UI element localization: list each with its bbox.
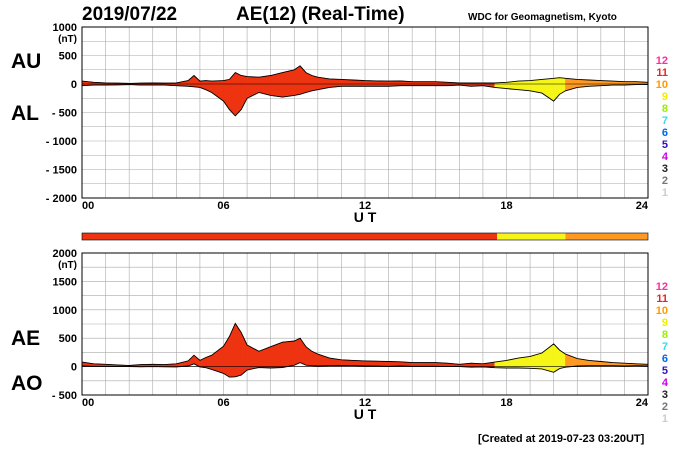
x-axis-label: U T: [354, 406, 377, 422]
ao-label: AO: [11, 372, 43, 395]
data-band: [258, 75, 271, 96]
y-tick-label: 500: [59, 333, 77, 345]
data-band: [423, 362, 436, 367]
station-count-label: 9: [662, 91, 668, 103]
station-count-label: 7: [662, 115, 668, 127]
ae-label: AE: [11, 327, 41, 350]
series-line-ao: [81, 362, 649, 378]
station-count-label: 11: [656, 293, 668, 305]
y-tick-label: 1500: [53, 276, 77, 288]
x-tick-label: 24: [636, 397, 649, 409]
x-tick-label: 18: [500, 200, 512, 212]
unit-label: (nT): [58, 260, 77, 271]
station-count-label: 3: [662, 389, 668, 401]
x-tick-label: 12: [359, 200, 371, 212]
series-line-al: [81, 84, 648, 117]
y-tick-label: - 1000: [46, 136, 77, 148]
data-band: [294, 65, 301, 96]
y-tick-label: 0: [71, 79, 77, 91]
x-tick-label: 06: [217, 397, 229, 409]
data-band: [223, 335, 230, 378]
y-tick-label: 1000: [53, 22, 77, 34]
station-count-label: 6: [662, 353, 668, 365]
station-count-label: 7: [662, 341, 668, 353]
data-band: [270, 72, 283, 98]
station-count-label: 10: [656, 79, 668, 91]
data-band: [541, 78, 554, 102]
station-count-label: 3: [662, 163, 668, 175]
station-count-label: 6: [662, 127, 668, 139]
status-bar-frame: [81, 232, 649, 241]
station-count-label: 4: [662, 377, 669, 389]
chart-title: AE(12) (Real-Time): [236, 4, 405, 25]
station-count-label: 4: [662, 151, 669, 163]
data-band: [258, 346, 271, 369]
station-count-label: 1: [662, 187, 668, 199]
data-band: [305, 72, 313, 93]
data-band: [246, 344, 260, 371]
source-label: WDC for Geomagnetism, Kyoto: [468, 12, 617, 23]
x-tick-label: 24: [636, 200, 649, 212]
x-tick-label: 18: [500, 397, 512, 409]
al-label: AL: [11, 102, 39, 125]
unit-label: (nT): [58, 34, 77, 45]
data-band: [294, 337, 301, 366]
data-band: [229, 323, 236, 378]
date-title: 2019/07/22: [82, 4, 178, 25]
y-tick-label: - 1500: [46, 165, 77, 177]
station-count-label: 8: [662, 103, 668, 115]
data-band: [518, 80, 531, 92]
data-band: [282, 69, 295, 98]
station-count-label: 12: [656, 55, 668, 67]
data-band: [411, 362, 425, 367]
data-band: [553, 343, 560, 373]
data-band: [282, 340, 295, 368]
station-count-label: 1: [662, 413, 668, 425]
series-line-ae: [81, 322, 649, 366]
y-tick-label: 1000: [53, 305, 77, 317]
station-count-label: 12: [656, 281, 668, 293]
x-axis-label: U T: [354, 209, 377, 225]
y-tick-label: 500: [59, 51, 77, 63]
station-count-label: 5: [662, 365, 668, 377]
status-segment: [497, 233, 566, 240]
plot-frame: [81, 26, 649, 199]
status-segment: [565, 233, 648, 240]
station-count-label: 8: [662, 329, 668, 341]
data-band: [187, 74, 195, 88]
series-line-au: [81, 65, 649, 84]
data-band: [364, 80, 378, 87]
data-band: [559, 349, 566, 369]
station-count-label: 5: [662, 139, 668, 151]
data-band: [376, 360, 389, 367]
station-count-label: 2: [662, 175, 668, 187]
status-segment: [82, 233, 498, 240]
y-tick-label: - 500: [52, 390, 77, 402]
data-band: [311, 75, 319, 92]
x-tick-label: 00: [82, 397, 94, 409]
data-band: [235, 72, 242, 117]
station-count-label: 2: [662, 401, 668, 413]
station-count-label: 10: [656, 305, 668, 317]
data-band: [229, 71, 236, 117]
y-tick-label: 2000: [53, 248, 77, 260]
station-count-label: 11: [656, 67, 668, 79]
y-tick-label: - 2000: [46, 193, 77, 205]
data-band: [193, 74, 201, 88]
au-label: AU: [11, 50, 42, 73]
x-tick-label: 12: [359, 397, 371, 409]
data-band: [341, 79, 354, 87]
x-tick-label: 00: [82, 200, 94, 212]
x-tick-label: 06: [217, 200, 229, 212]
station-count-label: 9: [662, 317, 668, 329]
y-tick-label: - 500: [52, 108, 77, 120]
data-band: [364, 360, 378, 367]
y-tick-label: 0: [71, 362, 77, 374]
data-band: [376, 80, 389, 87]
created-timestamp: [Created at 2019-07-23 03:20UT]: [478, 433, 645, 445]
plot-frame: [81, 252, 649, 396]
